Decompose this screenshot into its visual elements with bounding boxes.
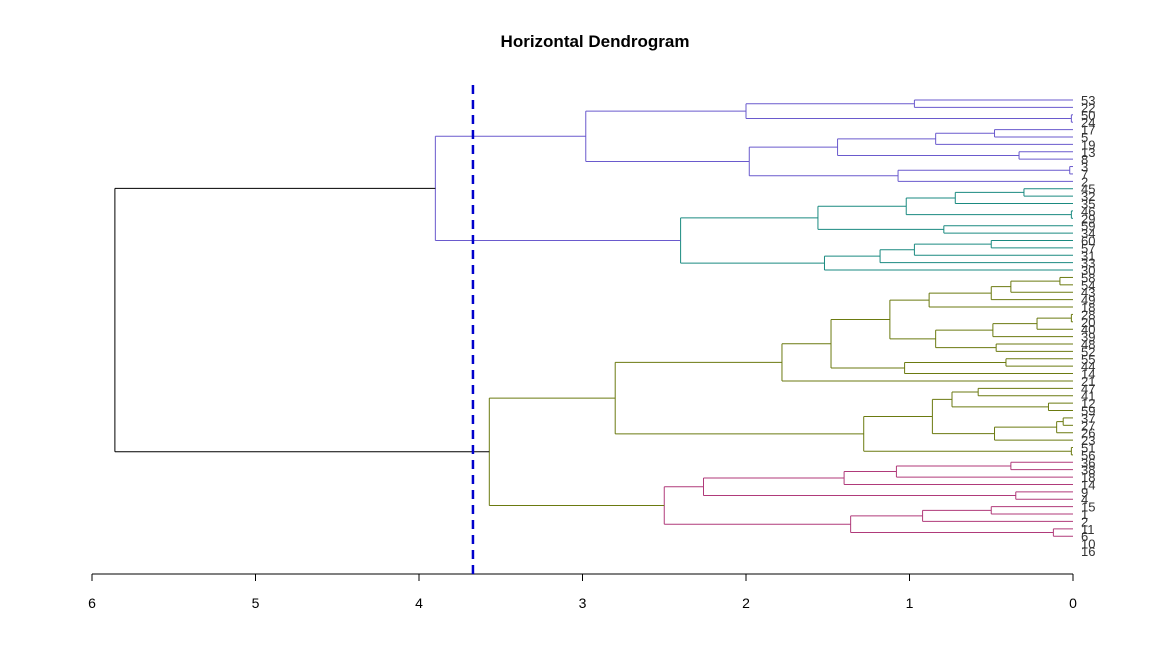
leaf-label: 14 <box>1081 477 1095 492</box>
leaf-label: 32 <box>1081 189 1095 204</box>
leaf-label: 22 <box>1081 100 1095 115</box>
leaf-label: 53 <box>1081 93 1095 108</box>
leaf-label: 6 <box>1081 529 1088 544</box>
leaf-label: 23 <box>1081 433 1095 448</box>
leaf-label: 59 <box>1081 219 1095 234</box>
leaf-label: 12 <box>1081 396 1095 411</box>
leaf-label: 21 <box>1081 374 1095 389</box>
dendrogram-links <box>114 99 1073 537</box>
leaf-label: 49 <box>1081 293 1095 308</box>
leaf-label: 36 <box>1081 455 1095 470</box>
leaf-label: 8 <box>1081 152 1088 167</box>
leaf-label: 1 <box>1081 507 1088 522</box>
x-tick-label: 5 <box>252 595 260 611</box>
leaf-label: 11 <box>1081 522 1095 537</box>
chart-title: Horizontal Dendrogram <box>501 32 690 51</box>
leaf-label: 31 <box>1081 248 1095 263</box>
leaf-label: 59 <box>1081 404 1095 419</box>
leaf-label: 33 <box>1081 256 1095 271</box>
leaf-label: 9 <box>1081 485 1088 500</box>
leaf-label: 35 <box>1081 197 1095 212</box>
leaf-label: 60 <box>1081 233 1095 248</box>
leaf-labels: 5322502417519138372453235462959346057313… <box>1081 93 1095 559</box>
leaf-label: 30 <box>1081 263 1095 278</box>
leaf-label: 2 <box>1081 514 1088 529</box>
x-axis: 6 5 4 3 2 1 0 <box>88 573 1077 611</box>
leaf-label: 48 <box>1081 337 1095 352</box>
leaf-label: 19 <box>1081 137 1095 152</box>
x-tick-label: 3 <box>579 595 587 611</box>
leaf-label: 5 <box>1081 130 1088 145</box>
leaf-label: 57 <box>1081 241 1095 256</box>
leaf-label: 14 <box>1081 367 1095 382</box>
leaf-label: 24 <box>1081 115 1095 130</box>
leaf-label: 27 <box>1081 418 1095 433</box>
leaf-label: 34 <box>1081 226 1095 241</box>
x-tick-label: 4 <box>415 595 423 611</box>
leaf-label: 46 <box>1081 204 1095 219</box>
leaf-label: 41 <box>1081 389 1095 404</box>
leaf-label: 4 <box>1081 492 1088 507</box>
x-tick-label: 0 <box>1069 595 1077 611</box>
leaf-label: 52 <box>1081 344 1095 359</box>
x-tick-label: 2 <box>742 595 750 611</box>
leaf-label: 56 <box>1081 448 1095 463</box>
leaf-label: 38 <box>1081 463 1095 478</box>
leaf-label: 58 <box>1081 270 1095 285</box>
leaf-label: 18 <box>1081 300 1095 315</box>
leaf-label: 29 <box>1081 211 1095 226</box>
leaf-label: 10 <box>1081 537 1095 552</box>
leaf-label: 54 <box>1081 278 1095 293</box>
x-tick-label: 6 <box>88 595 96 611</box>
leaf-label: 7 <box>1081 167 1088 182</box>
leaf-label: 15 <box>1081 500 1095 515</box>
leaf-label: 43 <box>1081 285 1095 300</box>
leaf-label: 50 <box>1081 108 1095 123</box>
leaf-label: 18 <box>1081 470 1095 485</box>
leaf-label: 20 <box>1081 315 1095 330</box>
x-tick-label: 1 <box>906 595 914 611</box>
leaf-label: 13 <box>1081 145 1095 160</box>
leaf-label: 55 <box>1081 352 1095 367</box>
leaf-label: 47 <box>1081 381 1095 396</box>
leaf-label: 17 <box>1081 123 1095 138</box>
leaf-label: 39 <box>1081 330 1095 345</box>
leaf-label: 26 <box>1081 426 1095 441</box>
leaf-label: 3 <box>1081 160 1088 175</box>
leaf-label: 45 <box>1081 182 1095 197</box>
leaf-label: 51 <box>1081 440 1095 455</box>
leaf-label: 40 <box>1081 322 1095 337</box>
leaf-label: 16 <box>1081 544 1095 559</box>
leaf-label: 28 <box>1081 307 1095 322</box>
leaf-label: 2 <box>1081 174 1088 189</box>
leaf-label: 37 <box>1081 411 1095 426</box>
leaf-label: 44 <box>1081 359 1095 374</box>
